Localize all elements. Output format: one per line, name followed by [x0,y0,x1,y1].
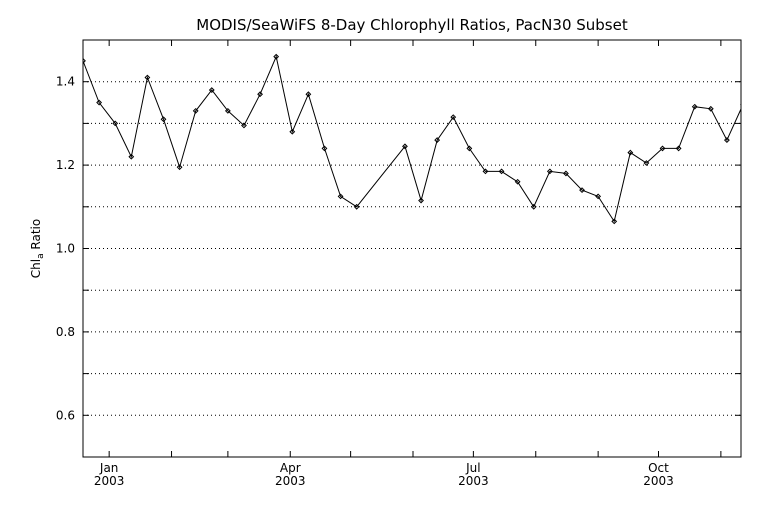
data-point [675,145,682,152]
x-tick-label-year: 2003 [643,474,674,488]
x-tick-label-month: Apr [280,461,301,475]
data-point [192,107,199,114]
chart-title: MODIS/SeaWiFS 8-Day Chlorophyll Ratios, … [196,16,628,34]
data-point [337,193,344,200]
y-tick-label: 0.6 [56,408,75,422]
data-point [724,137,730,143]
data-point [321,145,328,152]
data-point [208,87,215,93]
y-axis-label-rest: Ratio [29,219,43,254]
x-tick-label-year: 2003 [275,474,306,488]
data-point [353,203,360,210]
data-point [241,122,247,129]
data-point [691,103,698,110]
data-point [546,168,553,175]
x-tick-label-month: Oct [648,461,669,475]
data-point [450,114,457,121]
x-tick-label-year: 2003 [458,474,489,488]
plot-frame [82,39,742,458]
data-point [498,168,505,175]
data-point [514,178,521,185]
data-point [273,53,280,60]
data-point [128,153,135,160]
data-point [160,116,167,123]
y-axis-label-main: Chl [29,259,43,278]
series-clipped [83,53,761,225]
data-point [257,91,263,98]
data-point [96,99,103,106]
data-point [83,57,86,64]
data-point [530,203,537,210]
data-point [434,137,441,143]
data-point [176,164,183,171]
data-point [659,145,666,152]
y-tick-label: 1.2 [56,158,75,172]
data-point [707,105,714,112]
data-point [595,193,602,200]
x-tick-label-year: 2003 [94,474,125,488]
y-tick-label: 1.0 [56,242,75,256]
y-tick-label: 0.8 [56,325,75,339]
y-axis-label-subscript: a [36,253,46,259]
data-point [643,160,650,166]
data-point [466,145,473,152]
y-axis-label: Chla Ratio [29,219,46,278]
data-point [224,107,231,114]
x-tick-label-month: Jul [465,461,480,475]
grid-lines [83,81,741,416]
series-group [83,53,761,225]
data-point [611,218,618,225]
y-tick-label: 1.4 [56,75,75,89]
data-point [112,120,119,127]
data-point [757,134,761,138]
data-point [144,74,151,81]
data-point [418,197,424,204]
data-point [482,168,489,175]
data-point [563,170,569,177]
data-point [402,143,408,150]
data-point [579,187,585,194]
data-point [305,91,312,98]
y-axis-ticks: 0.6 0.8 1.0 1.2 1.4 [56,75,741,422]
x-tick-label-month: Jan [99,461,119,475]
series-line [83,55,741,223]
data-point [627,149,634,156]
data-point [289,128,296,135]
